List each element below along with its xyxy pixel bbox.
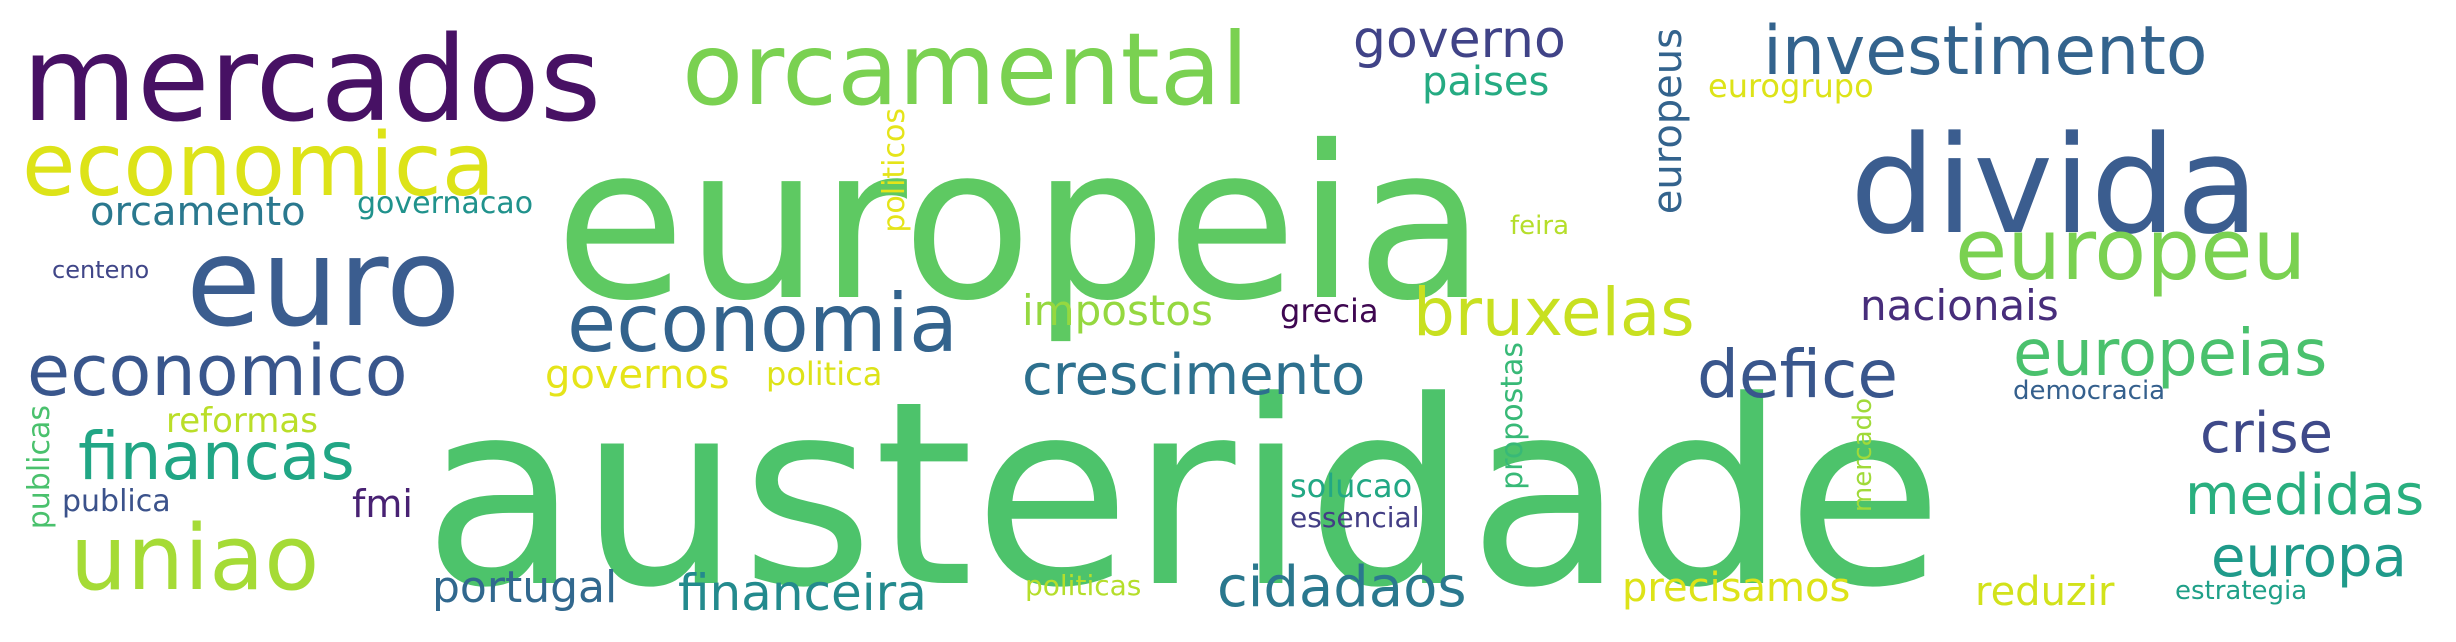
- word-economia: economia: [567, 277, 958, 370]
- word-mercado: mercado: [1848, 398, 1878, 513]
- word-fmi: fmi: [352, 482, 413, 526]
- word-economica: economica: [22, 114, 496, 216]
- word-solucao: solucao: [1290, 467, 1413, 505]
- word-europeus: europeus: [1645, 28, 1691, 215]
- word-portugal: portugal: [432, 562, 618, 613]
- word-crise: crise: [2200, 401, 2333, 466]
- word-reduzir: reduzir: [1975, 569, 2115, 615]
- word-medidas: medidas: [2185, 463, 2425, 528]
- word-crescimento: crescimento: [1022, 343, 1366, 408]
- word-financeira: financeira: [678, 564, 927, 622]
- word-eurogrupo: eurogrupo: [1708, 67, 1874, 105]
- word-paises: paises: [1422, 59, 1550, 105]
- word-uniao: uniao: [70, 506, 320, 611]
- word-divida: divida: [1850, 107, 2260, 264]
- word-politica: politica: [766, 355, 883, 393]
- word-democracia: democracia: [2013, 376, 2166, 406]
- word-europeia: europeia: [555, 100, 1486, 347]
- word-reformas: reformas: [166, 401, 318, 441]
- word-publicas: publicas: [22, 405, 57, 530]
- word-feira: feira: [1510, 211, 1569, 241]
- word-bruxelas: bruxelas: [1413, 274, 1695, 351]
- word-financas: financas: [78, 418, 355, 495]
- word-investimento: investimento: [1763, 12, 2208, 91]
- word-europeu: europeu: [1955, 201, 2307, 300]
- word-essencial: essencial: [1290, 501, 1420, 534]
- word-estrategia: estrategia: [2175, 576, 2308, 606]
- word-nacionais: nacionais: [1860, 281, 2059, 330]
- word-economico: economico: [27, 330, 408, 412]
- word-governacao: governacao: [357, 186, 534, 221]
- word-governo: governo: [1353, 10, 1566, 70]
- word-europa: europa: [2211, 525, 2407, 590]
- word-austeridade: austeridade: [423, 347, 1944, 642]
- word-grecia: grecia: [1280, 292, 1379, 330]
- word-impostos: impostos: [1022, 286, 1213, 335]
- word-euro: euro: [186, 212, 461, 354]
- word-publica: publica: [62, 484, 171, 519]
- word-precisamos: precisamos: [1622, 565, 1851, 611]
- word-europeias: europeias: [2013, 317, 2328, 391]
- word-mercados: mercados: [22, 10, 602, 148]
- word-politicas: politicas: [1025, 569, 1142, 602]
- word-defice: defice: [1697, 336, 1898, 413]
- word-orcamental: orcamental: [682, 11, 1249, 128]
- word-centeno: centeno: [52, 256, 150, 284]
- word-governos: governos: [545, 352, 730, 398]
- word-orcamento: orcamento: [90, 189, 306, 235]
- word-cidadaos: cidadaos: [1217, 555, 1467, 620]
- word-politicos: politicos: [877, 108, 912, 233]
- word-propostas: propostas: [1495, 342, 1530, 490]
